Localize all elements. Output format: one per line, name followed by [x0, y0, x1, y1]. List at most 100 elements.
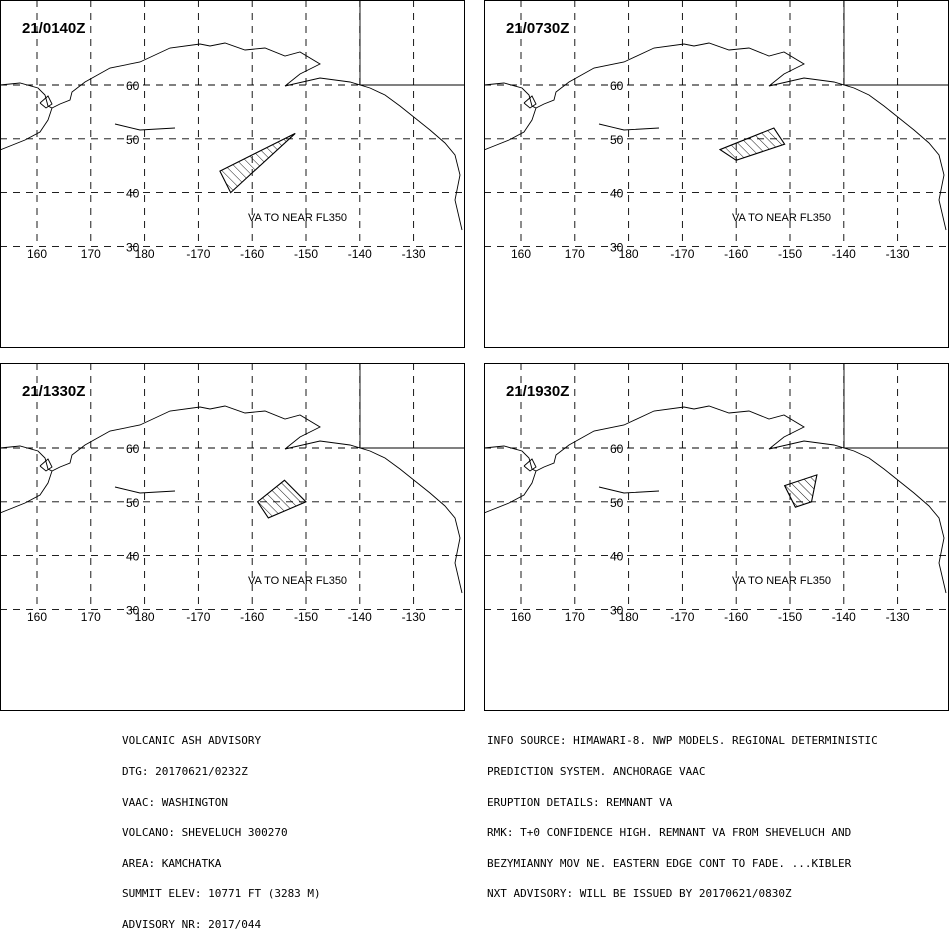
ash-height-label: VA TO NEAR FL350 — [732, 575, 831, 587]
remarks-line: PREDICTION SYSTEM. ANCHORAGE VAAC — [487, 765, 706, 778]
advisory-line: ADVISORY NR: 2017/044 — [122, 917, 262, 931]
coastline-kamchatka — [0, 107, 53, 151]
advisory-line: VOLCANO: SHEVELUCH 300270 — [122, 826, 288, 840]
lat-label: 50 — [610, 133, 624, 147]
ash-cloud-polygon — [718, 127, 786, 161]
lon-label: 170 — [565, 610, 585, 624]
coastlines — [0, 363, 465, 594]
lat-label: 60 — [126, 442, 140, 456]
panel-time-label: 21/0140Z — [22, 20, 85, 37]
lon-label: -130 — [886, 610, 910, 624]
advisory-line: SUMMIT ELEV: 10771 FT (3283 M) — [122, 887, 321, 901]
coastline-island — [523, 95, 537, 109]
advisory-line: VAAC: WASHINGTON — [122, 795, 228, 809]
coastline-mainland — [359, 0, 465, 86]
coastline-siberia — [0, 405, 321, 472]
advisory-line: VOLCANIC ASH ADVISORY — [122, 734, 262, 748]
lat-label: 60 — [610, 79, 624, 93]
coastline-aleutians — [114, 486, 176, 494]
lon-label: 180 — [619, 610, 639, 624]
coastline-island — [39, 458, 53, 472]
lat-label: 60 — [610, 442, 624, 456]
coastline-siberia — [0, 42, 321, 109]
lon-label: -150 — [778, 247, 802, 261]
lon-label: 160 — [27, 610, 47, 624]
lat-label: 50 — [610, 496, 624, 510]
lat-label: 50 — [126, 133, 140, 147]
ash-cloud-polygon — [783, 474, 818, 508]
advisory-remarks-block: INFO SOURCE: HIMAWARI-8. NWP MODELS. REG… — [487, 716, 878, 910]
coastlines — [484, 0, 949, 231]
coastline-aleutians — [598, 486, 660, 494]
lon-label: -140 — [348, 247, 372, 261]
ash-height-label: VA TO NEAR FL350 — [248, 575, 347, 587]
coastline-alaska — [284, 440, 463, 594]
panel-frame — [0, 363, 465, 711]
remarks-line: RMK: T+0 CONFIDENCE HIGH. REMNANT VA FRO… — [487, 826, 852, 840]
advisory-line: DTG: 20170621/0232Z — [122, 765, 248, 778]
lon-label: -160 — [240, 610, 264, 624]
lon-label: -140 — [348, 610, 372, 624]
lat-label: 30 — [610, 603, 624, 617]
lon-label: 160 — [511, 610, 531, 624]
ash-cloud-polygon — [256, 479, 307, 519]
lon-label: -170 — [670, 247, 694, 261]
coastline-siberia — [484, 42, 805, 109]
ash-height-label: VA TO NEAR FL350 — [732, 212, 831, 224]
lon-label: -140 — [832, 610, 856, 624]
panel-time-label: 21/1930Z — [506, 383, 569, 400]
remarks-line: BEZYMIANNY MOV NE. EASTERN EDGE CONT TO … — [487, 856, 852, 870]
coastline-kamchatka — [484, 107, 537, 151]
lon-label: -160 — [724, 610, 748, 624]
ash-height-label: VA TO NEAR FL350 — [248, 212, 347, 224]
lat-label: 40 — [126, 187, 140, 201]
coastlines — [484, 363, 949, 594]
panel-time-label: 21/0730Z — [506, 20, 569, 37]
lon-label: 170 — [81, 610, 101, 624]
coastline-aleutians — [114, 123, 176, 131]
panel-frame — [484, 0, 949, 348]
coastline-island — [523, 458, 537, 472]
coastline-kamchatka — [0, 470, 53, 514]
coastline-alaska — [768, 440, 947, 594]
lat-label: 30 — [126, 603, 140, 617]
lon-label: 160 — [511, 247, 531, 261]
coastline-alaska — [768, 77, 947, 231]
remarks-line: INFO SOURCE: HIMAWARI-8. NWP MODELS. REG… — [487, 734, 878, 748]
coastline-island — [39, 95, 53, 109]
coastlines — [0, 0, 465, 231]
lat-label: 40 — [610, 550, 624, 564]
panel-frame — [484, 363, 949, 711]
lon-label: 180 — [135, 247, 155, 261]
lon-label: 180 — [135, 610, 155, 624]
coastline-siberia — [484, 405, 805, 472]
lat-label: 40 — [610, 187, 624, 201]
coastline-kamchatka — [484, 470, 537, 514]
lat-label: 50 — [126, 496, 140, 510]
panel-time-label: 21/1330Z — [22, 383, 85, 400]
map-panel: 60 50 40 30 160 170 180 -170 -160 -150 -140 -130 21/… — [0, 0, 465, 348]
lon-label: -130 — [402, 247, 426, 261]
lon-label: -150 — [294, 247, 318, 261]
lon-label: 170 — [81, 247, 101, 261]
lon-label: 160 — [27, 247, 47, 261]
lon-label: -170 — [670, 610, 694, 624]
lon-label: 170 — [565, 247, 585, 261]
lon-label: -130 — [886, 247, 910, 261]
lon-label: -150 — [778, 610, 802, 624]
lat-label: 40 — [126, 550, 140, 564]
lon-label: -150 — [294, 610, 318, 624]
map-panel: 60 50 40 30 160 170 180 -170 -160 -150 -140 -130 21/… — [484, 0, 949, 348]
lon-label: -160 — [724, 247, 748, 261]
advisory-line: AREA: KAMCHATKA — [122, 856, 222, 870]
lat-label: 60 — [126, 79, 140, 93]
advisory-header-block: VOLCANIC ASH ADVISORY DTG: 20170621/0232… — [122, 716, 321, 940]
lon-label: -170 — [186, 247, 210, 261]
remarks-line: ERUPTION DETAILS: REMNANT VA — [487, 795, 673, 809]
lon-label: 180 — [619, 247, 639, 261]
coastline-mainland — [359, 363, 465, 449]
ash-cloud-polygon — [219, 132, 296, 194]
map-panel: 60 50 40 30 160 170 180 -170 -160 -150 -140 -130 21/… — [0, 363, 465, 711]
lat-label: 30 — [126, 240, 140, 254]
coastline-aleutians — [598, 123, 660, 131]
